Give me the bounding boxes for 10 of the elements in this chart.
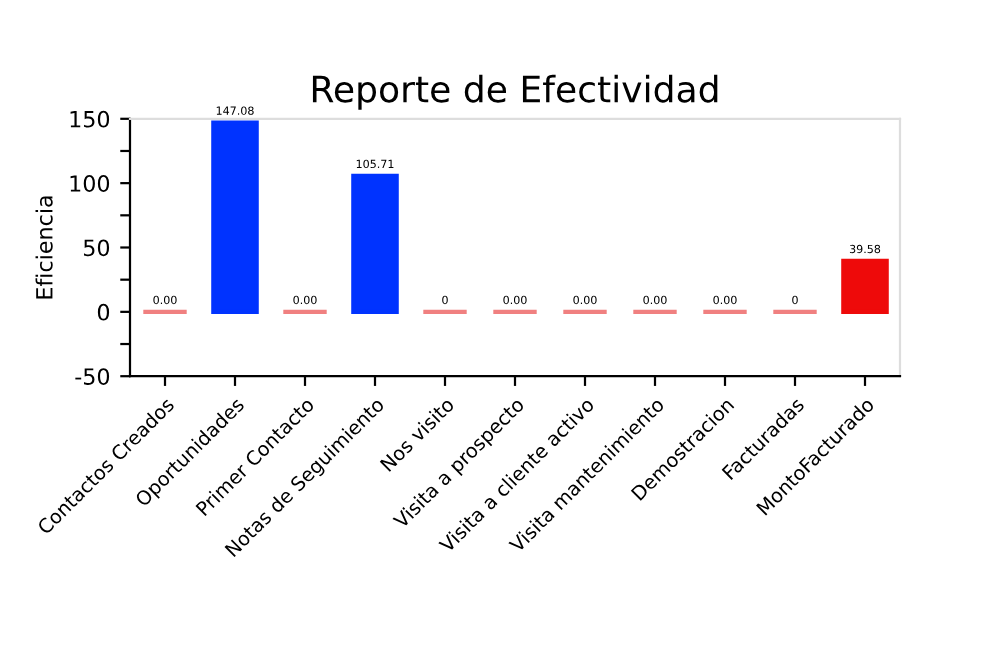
bar: [841, 258, 889, 314]
y-tick-label: -50: [75, 368, 110, 385]
bar: [211, 120, 259, 314]
y-tick-label: 150: [70, 110, 110, 128]
y-axis-title: Eficiencia: [35, 196, 53, 299]
chart-title: Reporte de Efectividad: [312, 74, 718, 110]
y-tick-label: 50: [83, 239, 110, 257]
y-tick-label: 0: [97, 303, 110, 321]
y-tick-label: 100: [70, 175, 110, 192]
bar: [351, 173, 399, 314]
